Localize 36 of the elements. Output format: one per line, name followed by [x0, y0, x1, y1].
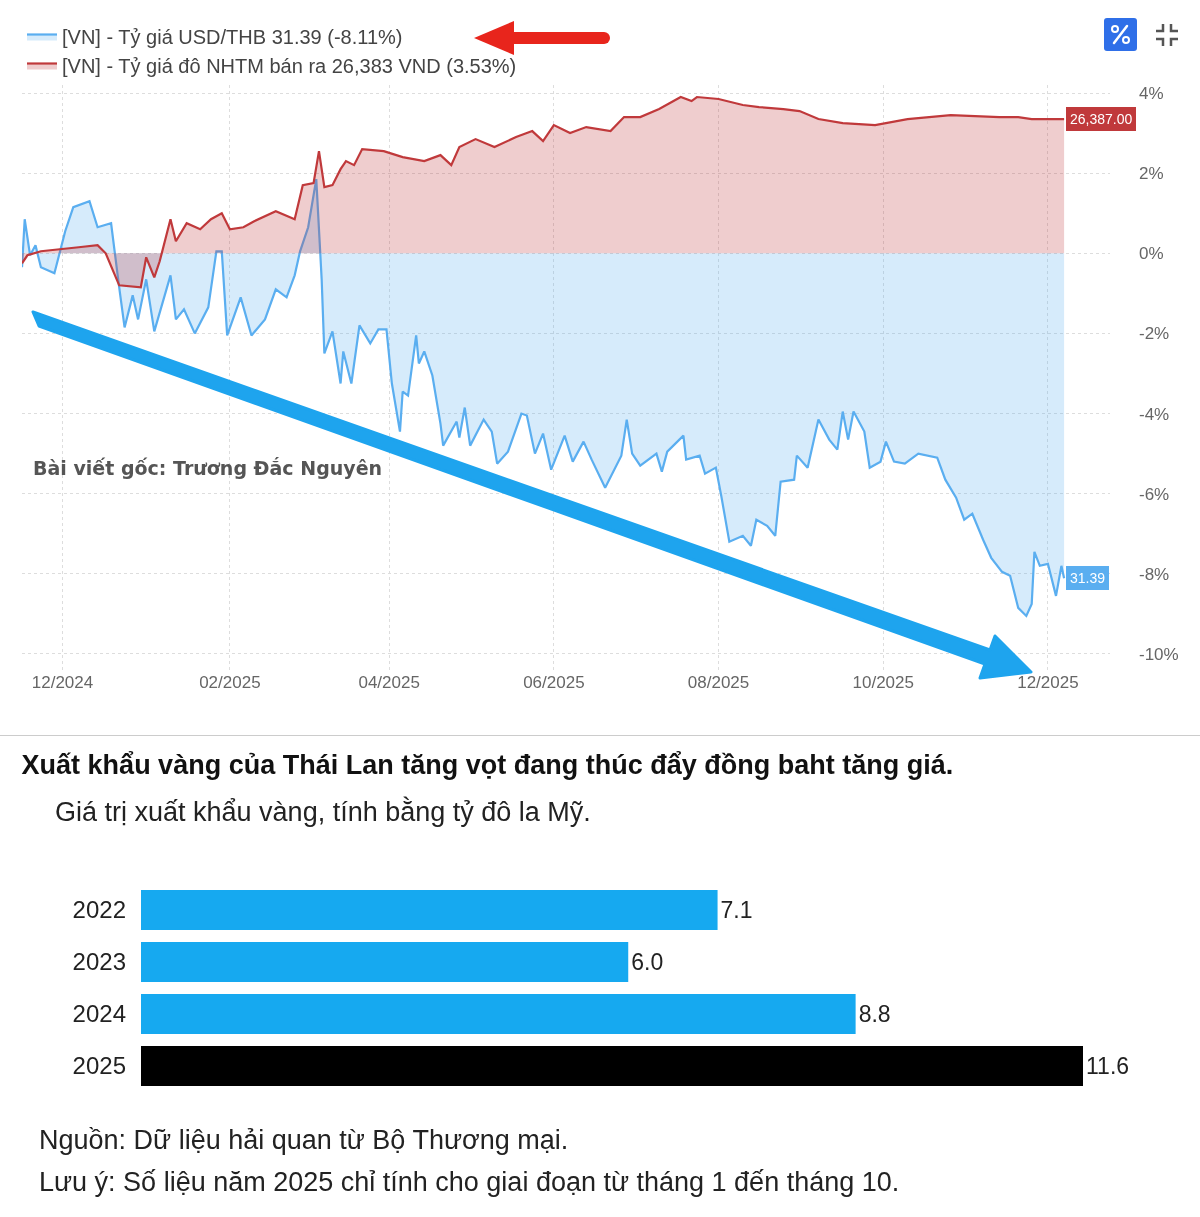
x-tick-label: 12/2025 — [1017, 673, 1079, 692]
x-tick-label: 08/2025 — [687, 673, 750, 692]
x-tick-label: 06/2025 — [523, 673, 585, 692]
annotation: 26,387.00 — [1070, 111, 1133, 127]
y-tick-label: 2025 — [72, 1052, 126, 1080]
y-tick-label: 0% — [1139, 244, 1164, 264]
y-tick-label: -6% — [1139, 484, 1170, 504]
text: Nguồn: Dữ liệu hải quan từ Bộ Thương mại. — [39, 1125, 569, 1155]
bar — [141, 941, 629, 983]
y-tick-label: 2023 — [72, 948, 126, 976]
y-tick-label: 2% — [1139, 164, 1164, 184]
y-tick-label: -4% — [1139, 404, 1170, 424]
y-tick-label: 2022 — [72, 896, 126, 924]
x-tick-label: 04/2025 — [358, 673, 420, 692]
data-label: 7.1 — [720, 897, 753, 923]
text: Lưu ý: Số liệu năm 2025 chỉ tính cho giai đoạn từ tháng 1 đến tháng 10. — [39, 1167, 900, 1197]
annotation: 31.39 — [1070, 570, 1106, 586]
chart-subtitle: Giá trị xuất khẩu vàng, tính bằng tỷ đô la Mỹ. — [55, 796, 591, 827]
bar — [141, 889, 718, 931]
y-tick-label: 2024 — [72, 1000, 126, 1028]
x-tick-label: 12/2024 — [31, 673, 94, 692]
data-label: 8.8 — [858, 1001, 891, 1027]
x-tick-label: 02/2025 — [199, 673, 261, 692]
data-label: 11.6 — [1086, 1053, 1130, 1079]
chart-title: Xuất khẩu vàng của Thái Lan tăng vọt đang thúc đẩy đồng baht tăng giá. — [21, 750, 954, 781]
y-tick-label: -10% — [1139, 644, 1179, 664]
annotation: Bài viết gốc: Trương Đắc Nguyên — [33, 457, 383, 479]
legend-label: [VN] - Tỷ giá đô NHTM bán ra 26,383 VND (3.53%) — [62, 55, 517, 78]
bar — [141, 1045, 1083, 1087]
y-tick-label: -8% — [1139, 564, 1170, 584]
x-tick-label: 10/2025 — [852, 673, 914, 692]
legend-label: [VN] - Tỷ giá USD/THB 31.39 (-8.11%) — [62, 26, 403, 49]
y-tick-label: 4% — [1139, 83, 1164, 103]
data-label: 6.0 — [631, 949, 664, 975]
bar — [141, 993, 856, 1035]
y-tick-label: -2% — [1139, 324, 1170, 344]
